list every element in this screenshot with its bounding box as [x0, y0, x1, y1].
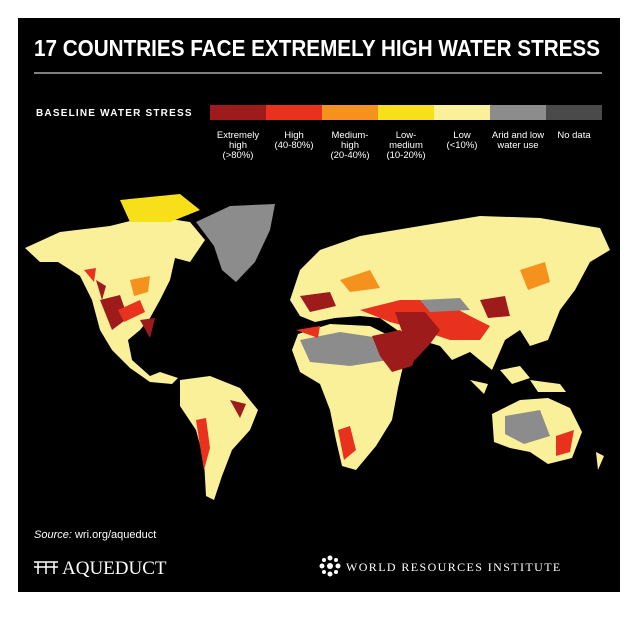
stress-patch [300, 292, 510, 360]
legend-label: water use [496, 140, 538, 151]
legend-label: high [229, 140, 247, 151]
legend-swatch [546, 105, 602, 120]
legend-swatch [322, 105, 378, 120]
legend-title: BASELINE WATER STRESS [36, 108, 193, 119]
legend-swatch [490, 105, 546, 120]
arid-area [420, 298, 470, 312]
islands [470, 366, 566, 394]
legend-swatch [434, 105, 490, 120]
world-map [25, 194, 610, 500]
sahara [300, 332, 388, 366]
legend-swatch [378, 105, 434, 120]
stress-patch [230, 400, 246, 418]
stress-patch [296, 326, 356, 460]
legend-label: (40-80%) [274, 140, 313, 151]
legend-label: Arid and low [492, 130, 544, 141]
source: Source: wri.org/aqueduct [34, 529, 156, 541]
legend-label: No data [557, 130, 591, 141]
new-zealand [596, 452, 604, 470]
stress-patch [340, 262, 550, 292]
title: 17 COUNTRIES FACE EXTREMELY HIGH WATER S… [34, 35, 600, 61]
legend-label: (10-20%) [386, 150, 425, 161]
legend-label: High [284, 130, 304, 141]
legend-label: Medium- [332, 130, 369, 141]
greenland [196, 204, 275, 282]
stress-patch [96, 280, 155, 338]
wri-icon [319, 555, 341, 577]
source-url: wri.org/aqueduct [74, 529, 156, 541]
stress-patch [130, 276, 150, 296]
aqueduct-icon [34, 561, 58, 574]
arabia [372, 330, 420, 372]
arctic-islands [120, 194, 200, 222]
legend-label: (20-40%) [330, 150, 369, 161]
arid-area [505, 410, 550, 444]
aqueduct-logo: AQUEDUCT [62, 558, 167, 579]
eurasia [290, 216, 610, 370]
source-prefix: Source: [34, 529, 72, 541]
legend-label: Low [453, 130, 471, 141]
legend-label: medium [389, 140, 423, 151]
legend-label: Low- [396, 130, 417, 141]
legend: Extremelyhigh(>80%)High(40-80%)Medium-hi… [210, 105, 602, 161]
legend-label: high [341, 140, 359, 151]
legend-swatch [210, 105, 266, 120]
stress-patch [84, 268, 145, 322]
stress-patch [556, 430, 574, 456]
legend-label: (>80%) [223, 150, 254, 161]
stress-patch [196, 418, 210, 470]
wri-logo: WORLD RESOURCES INSTITUTE [346, 560, 562, 574]
legend-swatch [266, 105, 322, 120]
legend-label: (<10%) [447, 140, 478, 151]
legend-label: Extremely [217, 130, 259, 141]
